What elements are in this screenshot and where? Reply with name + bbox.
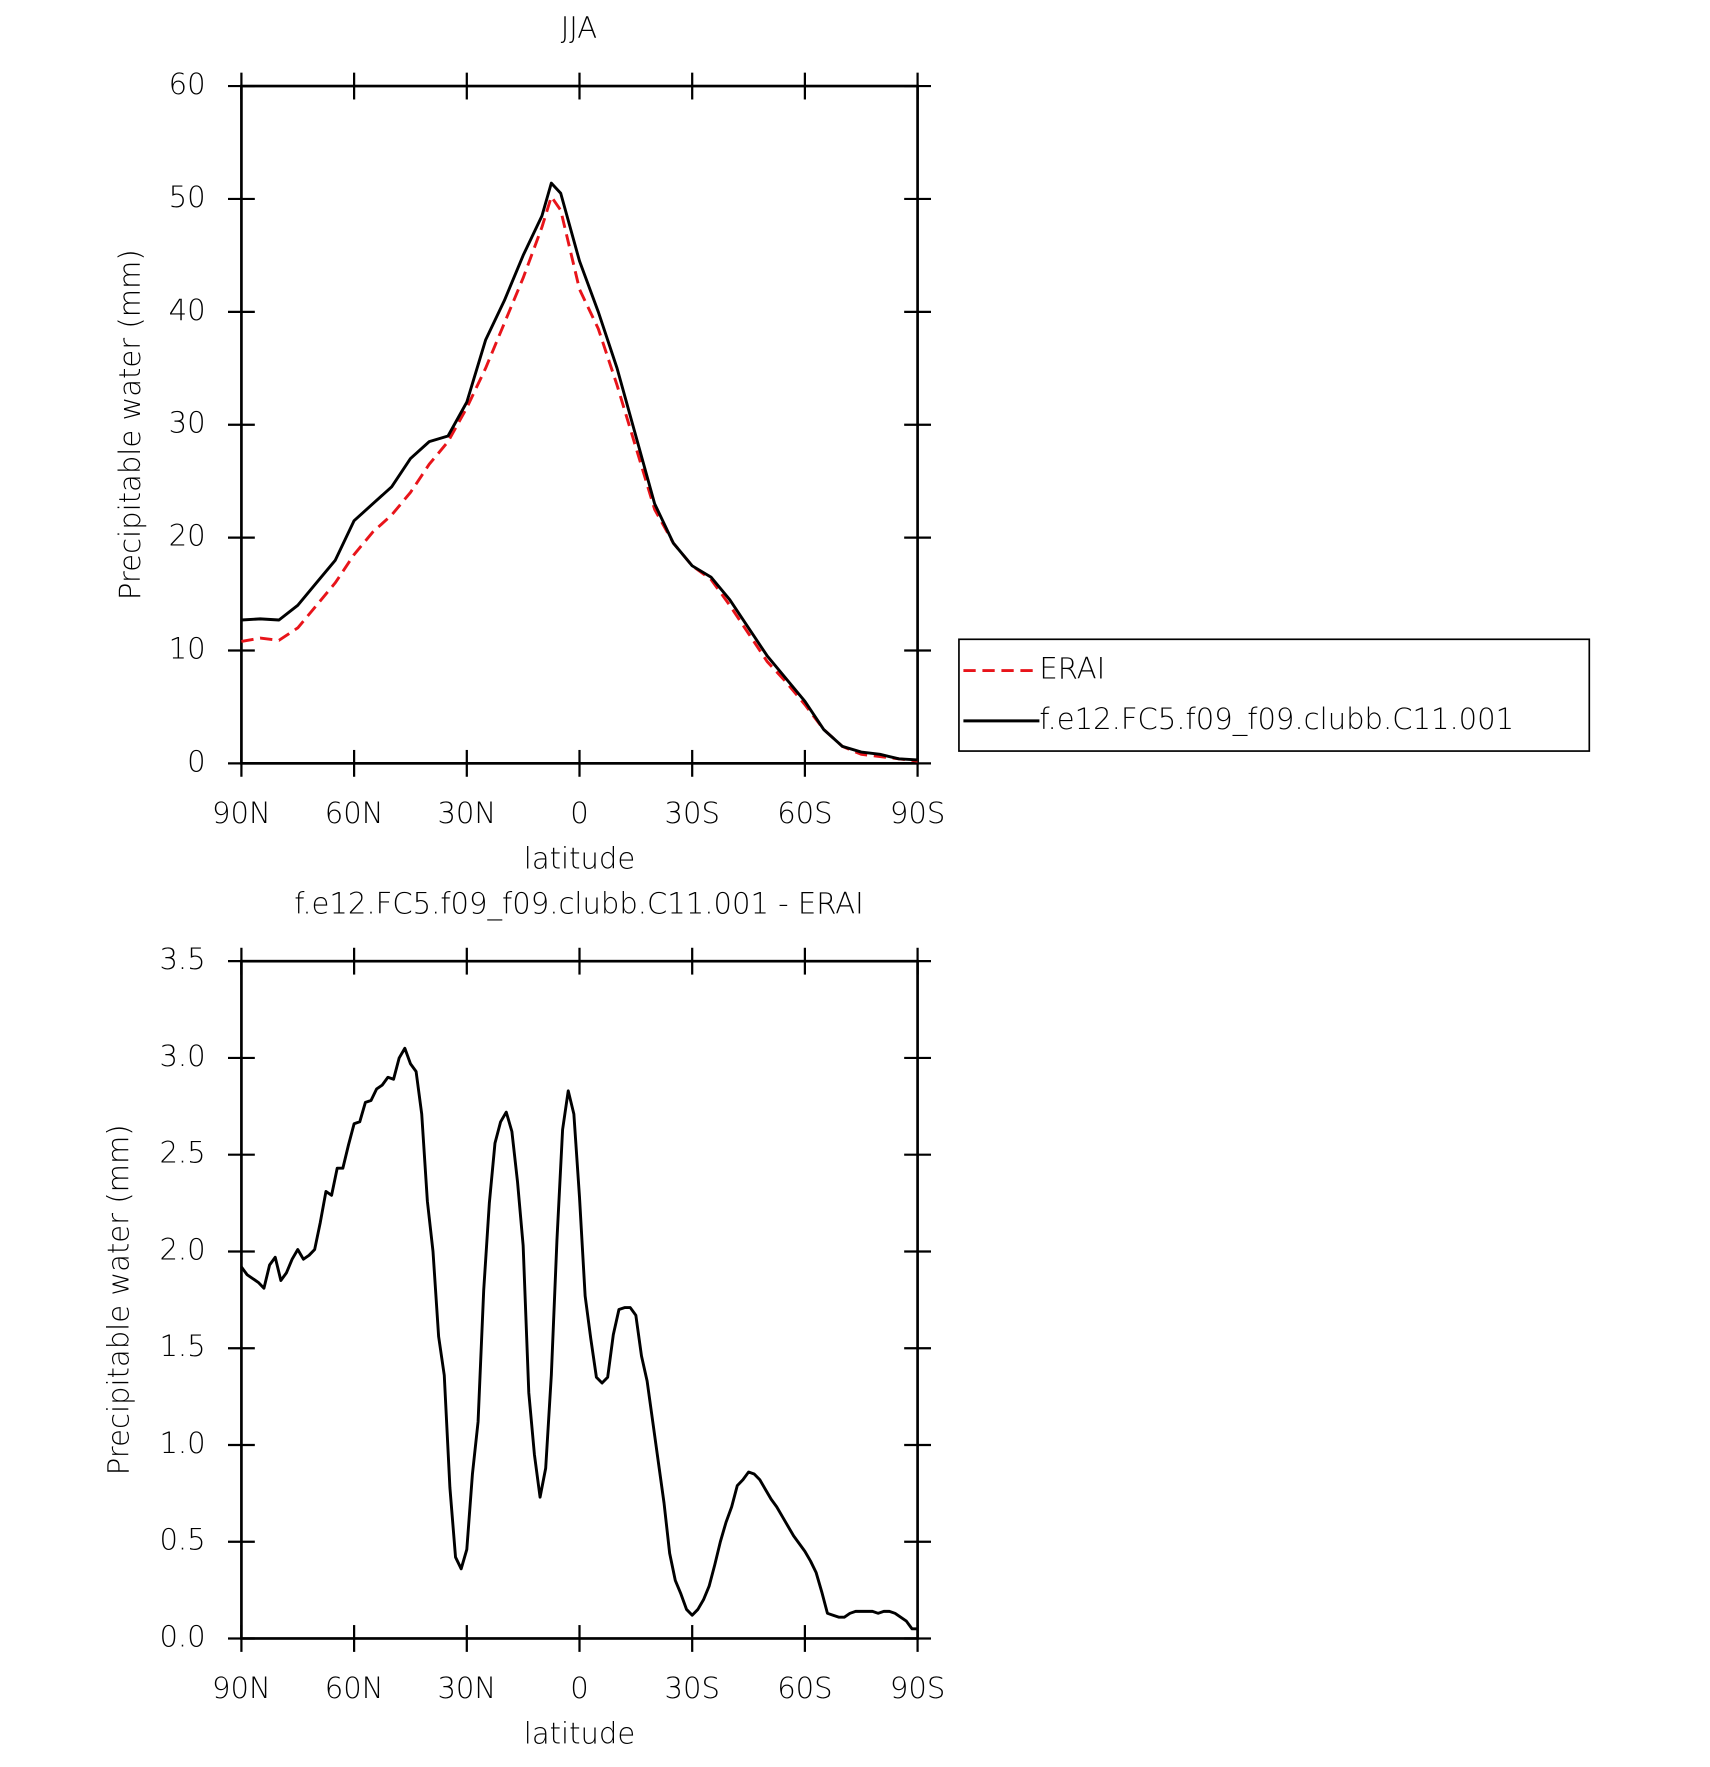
x-tick-label: 30N [437,796,496,830]
y-tick-label: 3.0 [159,1039,205,1073]
data-line [240,1046,918,1631]
y-tick-label: 0.5 [159,1523,205,1557]
y-tick-label: 1.0 [159,1426,205,1460]
legend-box [958,638,1591,752]
y-tick-label: 60 [169,67,206,101]
x-tick-label: 60S [777,796,832,830]
y-tick-label: 2.5 [159,1136,205,1170]
chart-title: f.e12.FC5.f09_f09.clubb.C11.001 - ERAI [294,886,863,921]
legend-label: ERAI [1039,652,1105,686]
x-tick-label: 0 [570,1671,588,1705]
y-axis-label: Precipitable water (mm) [113,249,147,600]
x-tick-label: 90S [890,1671,945,1705]
y-tick-label: 20 [169,519,206,553]
chart-title: JJA [561,11,598,45]
plot-frame [240,959,919,1640]
plot-frame [240,84,919,765]
x-axis-label: latitude [524,1717,635,1751]
x-tick-label: 60N [325,1671,384,1705]
x-tick-label: 90N [212,1671,271,1705]
y-tick-label: 0.0 [159,1619,205,1653]
x-tick-label: 60S [777,1671,832,1705]
x-tick-label: 60N [325,796,384,830]
x-tick-label: 90N [212,796,271,830]
y-axis-label: Precipitable water (mm) [102,1124,136,1475]
x-tick-label: 30S [664,1671,719,1705]
y-tick-label: 1.5 [159,1329,205,1363]
y-tick-label: 2.0 [159,1232,205,1266]
x-tick-label: 90S [890,796,945,830]
x-tick-label: 0 [570,796,588,830]
y-tick-label: 30 [169,406,206,440]
y-tick-label: 0 [187,744,205,778]
y-tick-label: 10 [169,631,206,665]
data-line [241,181,918,762]
x-axis-label: latitude [524,842,635,876]
y-tick-label: 40 [169,293,206,327]
y-tick-label: 50 [169,180,206,214]
legend-label: f.e12.FC5.f09_f09.clubb.C11.001 [1039,702,1514,737]
y-tick-label: 3.5 [159,942,205,976]
x-tick-label: 30S [664,796,719,830]
x-tick-label: 30N [437,1671,496,1705]
data-line [241,195,918,763]
